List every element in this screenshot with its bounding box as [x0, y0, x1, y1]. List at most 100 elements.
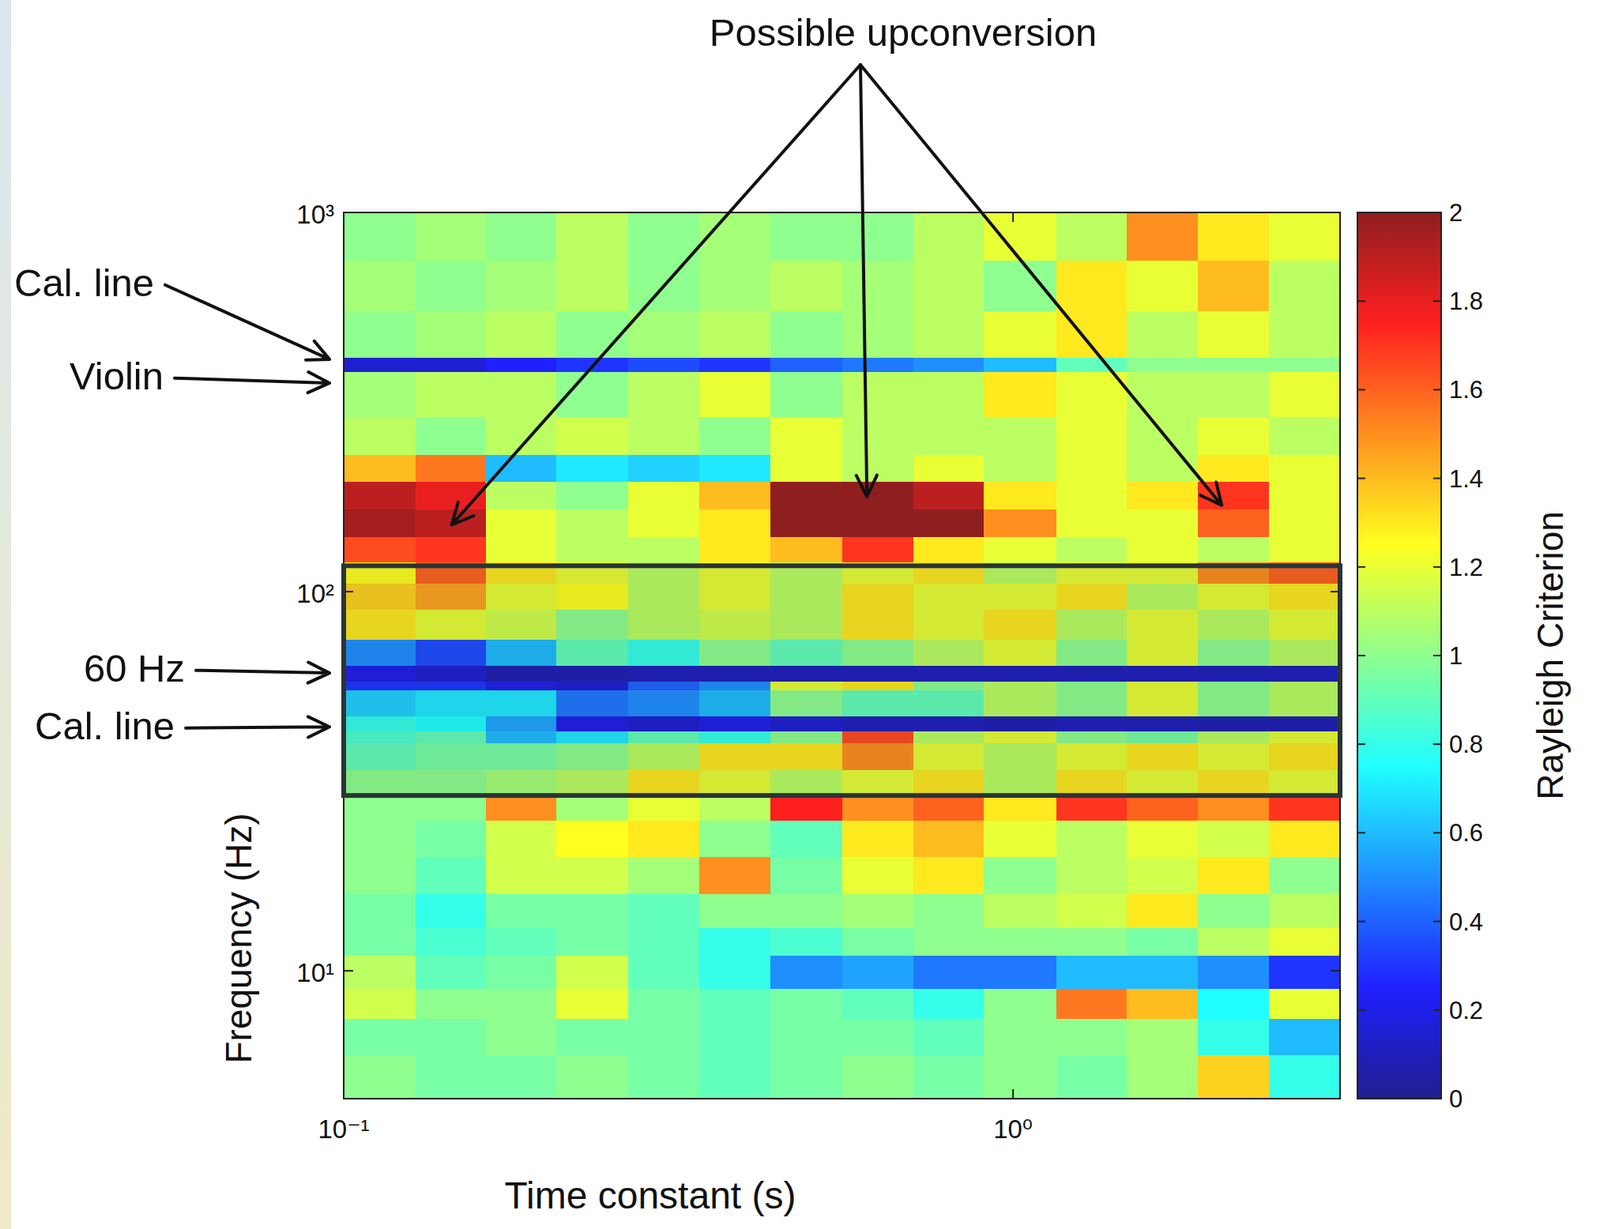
cell	[842, 988, 915, 1020]
cell	[699, 481, 771, 510]
colorbar-tick-label: 1.8	[1449, 287, 1484, 316]
cell	[1197, 988, 1269, 1020]
cell	[1197, 481, 1269, 510]
cell	[1197, 955, 1269, 989]
cell	[913, 372, 985, 418]
colorbar-title: Rayleigh Criterion	[1529, 511, 1571, 801]
cell	[343, 893, 416, 929]
cell	[485, 927, 558, 956]
colorbar-tick	[1433, 388, 1442, 391]
cell	[770, 372, 843, 418]
cell	[1126, 1018, 1199, 1056]
cell	[983, 536, 1057, 563]
cell	[699, 311, 771, 358]
cell	[1268, 536, 1341, 563]
cell	[1197, 857, 1269, 895]
cell	[485, 212, 558, 261]
cell	[770, 259, 843, 312]
cell	[343, 357, 416, 373]
cell	[699, 1018, 771, 1056]
cell	[415, 857, 487, 895]
cell	[343, 1018, 416, 1056]
cell	[913, 454, 985, 482]
cell	[983, 1018, 1057, 1056]
cell	[1197, 454, 1269, 482]
cell	[913, 536, 985, 563]
cell	[343, 259, 416, 312]
cell	[343, 955, 416, 989]
colorbar-tick	[1357, 211, 1366, 214]
cell	[1056, 988, 1128, 1020]
x-tick-label: 10⁰	[993, 1114, 1033, 1145]
annotation-label: Possible upconversion	[709, 11, 1097, 54]
cell	[1268, 820, 1341, 858]
cell	[1268, 212, 1341, 261]
cell	[1268, 311, 1341, 358]
cell	[983, 311, 1057, 358]
cell	[1056, 259, 1128, 312]
cell	[842, 311, 915, 358]
cell	[628, 311, 701, 358]
cell	[1268, 357, 1341, 373]
cell	[556, 311, 629, 358]
cell	[770, 311, 843, 358]
cell	[1197, 536, 1269, 563]
cell	[770, 416, 843, 456]
cell	[343, 509, 416, 538]
cell	[343, 372, 416, 418]
cell	[1056, 212, 1128, 261]
cell	[343, 795, 416, 821]
cell	[556, 1018, 629, 1056]
cell	[842, 372, 915, 418]
annotation-label: Cal. line	[34, 704, 175, 748]
cell	[983, 988, 1057, 1020]
cell	[415, 955, 487, 989]
annotation-arrow	[860, 64, 1222, 506]
cell	[842, 212, 915, 261]
cell	[1056, 857, 1128, 895]
cell	[485, 988, 558, 1020]
cell	[1126, 927, 1199, 956]
cell	[913, 1018, 985, 1056]
cell	[628, 212, 701, 261]
cell	[556, 416, 629, 456]
cell	[770, 820, 843, 858]
cell	[983, 454, 1057, 482]
x-tick	[1012, 212, 1014, 223]
cell	[485, 795, 558, 821]
y-tick-label: 10³	[296, 199, 335, 230]
cell	[1268, 795, 1341, 821]
cell	[415, 372, 487, 418]
cell	[1197, 820, 1269, 858]
cell	[699, 357, 771, 373]
cell	[1197, 893, 1269, 929]
highlight-box	[343, 565, 1341, 796]
annotation-arrow	[165, 285, 330, 361]
cell	[343, 454, 416, 482]
cell	[1126, 795, 1199, 821]
cell	[628, 1055, 701, 1100]
cell	[1268, 454, 1341, 482]
cell	[415, 212, 487, 261]
cell	[1126, 259, 1199, 312]
colorbar-tick	[1357, 566, 1366, 569]
cell	[1126, 357, 1199, 373]
cell	[415, 357, 487, 373]
cell	[1268, 259, 1341, 312]
cell	[1268, 372, 1341, 418]
colorbar-tick	[1433, 478, 1442, 480]
colorbar-tick-label: 1.2	[1449, 553, 1484, 582]
cell	[1126, 311, 1199, 358]
cell	[485, 857, 558, 895]
cell	[415, 820, 487, 858]
cell	[983, 357, 1057, 373]
x-axis-title: Time constant (s)	[504, 1174, 797, 1217]
cell	[485, 372, 558, 418]
cell	[770, 1018, 843, 1056]
cell	[485, 416, 558, 456]
cell	[770, 927, 843, 956]
colorbar	[1357, 212, 1442, 1100]
cell	[1126, 481, 1199, 510]
cell	[699, 857, 771, 895]
annotation-arrow	[451, 64, 861, 526]
